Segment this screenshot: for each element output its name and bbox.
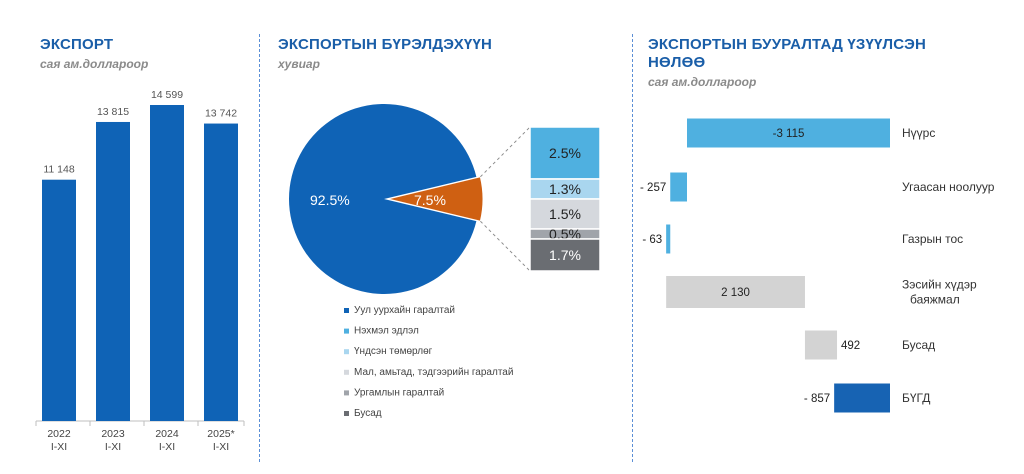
bar-value-label: 14 599 (151, 89, 183, 101)
legend-swatch (344, 308, 349, 313)
category-label: 2022 (47, 428, 71, 440)
legend-entry: Бусад (354, 408, 382, 419)
bar (150, 105, 184, 421)
contribution-title-line-2: НӨЛӨӨ (648, 54, 706, 71)
connector-line (480, 220, 531, 272)
connector-line (480, 126, 531, 178)
waterfall-category-label: баяжмал (910, 293, 960, 307)
legend-swatch (344, 369, 349, 375)
waterfall-value-label: -3 115 (773, 128, 805, 140)
waterfall-bar (666, 224, 671, 254)
bar-value-label: 13 815 (97, 106, 129, 118)
composition-subtitle: хувиар (278, 57, 320, 71)
waterfall-bar (687, 118, 890, 148)
bar (96, 121, 130, 421)
export-panel: ЭКСПОРТ сая ам.доллароор 11 148 2022 I-XI 1… (0, 0, 250, 474)
breakdown-label: 0.5% (549, 226, 581, 242)
export-subtitle: сая ам.доллароор (40, 57, 149, 71)
waterfall-category-label: Зэсийн хүдэр (902, 278, 977, 292)
bar-value-label: 13 742 (205, 108, 237, 120)
category-label: 2023 (101, 428, 125, 440)
waterfall-bar (670, 172, 687, 202)
legend-entry: Уул уурхайн гаралтай (354, 305, 455, 316)
contribution-subtitle: сая ам.доллароор (648, 75, 757, 89)
pie-slice-mining (289, 103, 477, 294)
contribution-panel: ЭКСПОРТЫН БУУРАЛТАД ҮЗҮҮЛСЭН НӨЛӨӨ сая а… (634, 0, 1024, 474)
bar-value-label: 11 148 (43, 164, 74, 176)
contribution-title-line-1: ЭКСПОРТЫН БУУРАЛТАД ҮЗҮҮЛСЭН (648, 36, 927, 53)
breakdown-label: 1.7% (549, 247, 581, 263)
composition-panel: ЭКСПОРТЫН БҮРЭЛДЭХҮҮН хувиар 92.5% 7.5% 2.… (262, 0, 632, 474)
composition-title: ЭКСПОРТЫН БҮРЭЛДЭХҮҮН (278, 36, 493, 53)
composition-pie-chart: 92.5% 7.5% 2.5% 1.3% 1.5% 0.5% 1.7% Уул уурхайн… (289, 103, 601, 419)
waterfall-category-label: Бусад (902, 338, 935, 352)
category-label: 2025* (207, 428, 234, 440)
category-label: I-XI (105, 441, 121, 453)
waterfall-value-label: 2 130 (721, 287, 750, 299)
bar (42, 179, 76, 421)
waterfall-category-label: Газрын тос (902, 232, 963, 246)
category-label: 2024 (155, 428, 179, 440)
breakdown-segment (529, 126, 601, 180)
category-label: I-XI (51, 441, 67, 453)
pie-label-mining: 92.5% (310, 192, 350, 208)
legend-entry: Ургамлын гаралтай (354, 387, 444, 398)
category-label: I-XI (213, 441, 229, 453)
divider-2 (632, 34, 633, 462)
waterfall-value-label: - 857 (804, 393, 830, 405)
divider-1 (259, 34, 260, 462)
pie-slice-other (387, 176, 484, 222)
waterfall-value-label: 492 (841, 340, 860, 352)
waterfall-bar (666, 276, 805, 308)
waterfall-category-label: Угаасан ноолуур (902, 180, 995, 194)
waterfall-value-label: - 257 (640, 182, 666, 194)
legend-entry: Нэхмэл эдлэл (354, 326, 419, 337)
waterfall-value-label: - 63 (642, 234, 662, 246)
breakdown-label: 1.3% (549, 181, 581, 197)
legend-swatch (344, 390, 349, 396)
bar (204, 123, 238, 421)
waterfall-bar (804, 330, 838, 360)
export-title: ЭКСПОРТ (40, 36, 114, 53)
legend-entry: Мал, амьтад, тэдгээрийн гаралтай (354, 367, 513, 378)
breakdown-label: 2.5% (549, 145, 581, 161)
legend-swatch (344, 349, 349, 355)
category-label: I-XI (159, 441, 175, 453)
breakdown-label: 1.5% (549, 206, 581, 222)
waterfall-category-label: БҮГД (902, 391, 930, 405)
breakdown-segment (529, 238, 601, 272)
legend-swatch (344, 411, 349, 416)
waterfall-category-label: Нүүрс (902, 126, 935, 140)
legend-swatch (344, 328, 349, 334)
waterfall-bar (834, 383, 890, 413)
pie-label-other: 7.5% (414, 192, 446, 208)
contribution-waterfall-chart: -3 115 Нүүрс - 257 Угаасан ноолуур - 63 Газры… (640, 118, 995, 413)
legend-entry: Үндсэн төмөрлөг (354, 346, 433, 357)
breakdown-segment (529, 198, 601, 230)
